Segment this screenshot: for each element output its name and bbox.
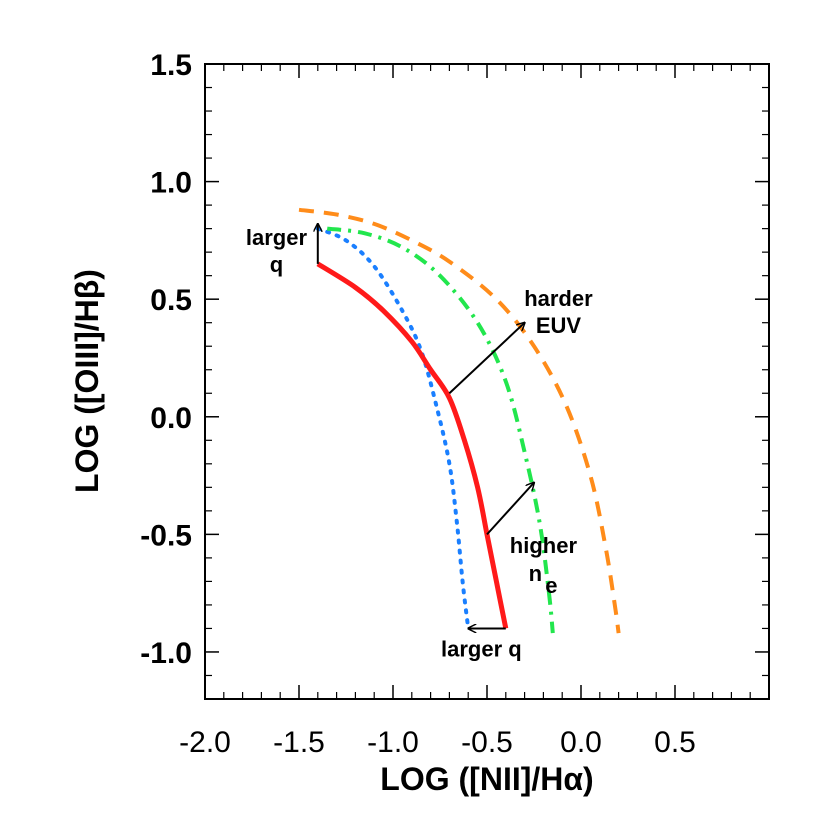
annotation-label: larger q	[441, 637, 522, 662]
y-tick-label: -1.0	[140, 637, 192, 670]
annotation-label: EUV	[536, 313, 582, 338]
x-axis-ticks: -2.0 -1.5 -1.0 -0.5 0.0 0.5	[179, 64, 770, 759]
arrow-layer	[318, 224, 534, 629]
x-tick-label: -1.0	[367, 726, 419, 759]
annotation-label: higher	[510, 533, 578, 558]
annotation-subscript: e	[545, 573, 557, 598]
y-tick-label: 0.0	[150, 402, 192, 435]
y-tick-label: 1.0	[150, 167, 192, 200]
x-axis-title: LOG ([NII]/Hα)	[380, 761, 593, 797]
x-tick-label: 0.5	[654, 726, 696, 759]
y-tick-label: 0.5	[150, 284, 192, 317]
annotation-label: q	[270, 252, 283, 277]
x-tick-label: -1.5	[273, 726, 325, 759]
y-axis-ticks: -1.0 -0.5 0.0 0.5 1.0 1.5	[140, 49, 769, 700]
x-tick-label: -2.0	[179, 726, 231, 759]
annotation-label: harder	[524, 286, 593, 311]
x-tick-label: 0.0	[560, 726, 602, 759]
series-layer	[298, 207, 621, 634]
arrow	[486, 483, 534, 536]
series-line-dotted	[315, 226, 471, 631]
x-tick-label: -0.5	[461, 726, 513, 759]
series-line-solid	[316, 261, 509, 629]
annotation-label: larger	[246, 225, 308, 250]
y-tick-label: 1.5	[150, 49, 192, 82]
plot-frame	[204, 63, 770, 700]
series-line-dashdot	[326, 226, 555, 634]
y-tick-label: -0.5	[140, 519, 192, 552]
arrow	[448, 323, 524, 394]
y-axis-title: LOG ([OIII]/Hβ)	[69, 269, 105, 493]
annotation-label: n	[529, 561, 542, 586]
